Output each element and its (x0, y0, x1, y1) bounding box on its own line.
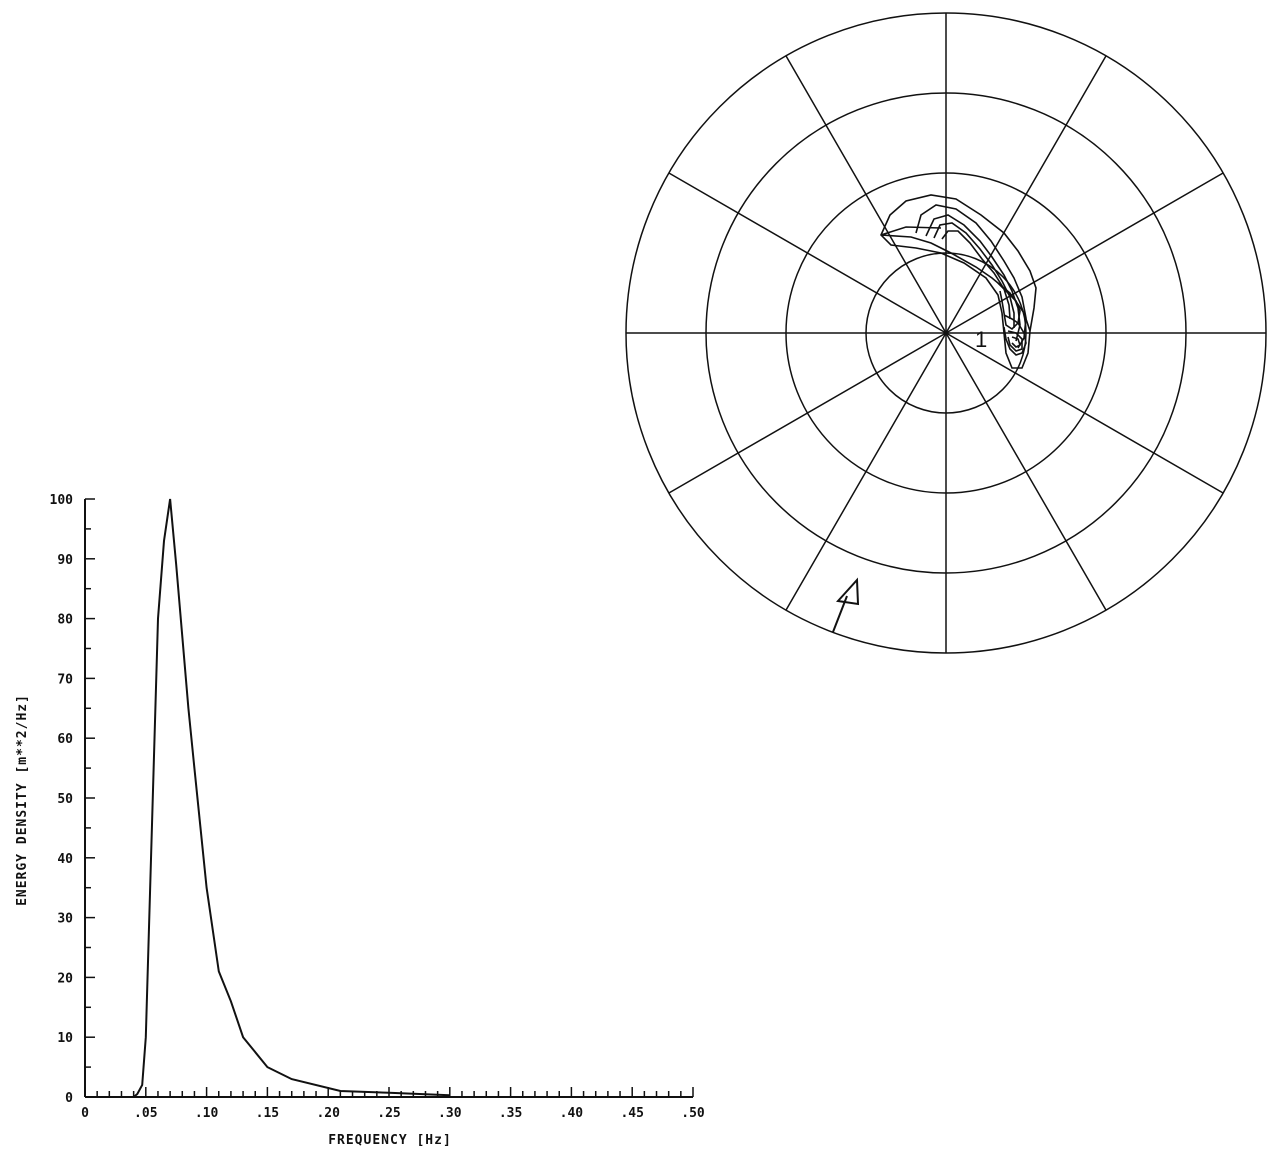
direction-arrow-icon (832, 577, 860, 633)
x-tick-label: 0 (81, 1106, 89, 1121)
polar-spoke (945, 332, 1224, 494)
polar-spoke (668, 332, 947, 494)
contour-label-1: 1 (975, 327, 987, 352)
energy-contour (880, 194, 1037, 369)
x-axis-title: FREQUENCY [Hz] (328, 1133, 452, 1148)
energy-contour (1011, 336, 1021, 348)
y-axis-title: ENERGY DENSITY [m**2/Hz] (15, 694, 30, 906)
polar-spokes (626, 13, 1266, 653)
energy-spectrum-chart: 0 10 20 30 40 50 60 70 80 90 100 0 .05 .10 .15 .20 .25.… (15, 493, 705, 1148)
x-tick-label: .50 (681, 1106, 705, 1121)
energy-contour (1007, 330, 1023, 352)
energy-contour (933, 222, 1015, 328)
y-tick-label: 60 (57, 732, 73, 747)
spectrum-series-line (132, 498, 450, 1098)
polar-spoke (785, 332, 947, 611)
x-tick-label: .10 (195, 1106, 219, 1121)
polar-spoke (785, 55, 947, 334)
polar-contours (880, 194, 1037, 369)
y-tick-labels: 0 10 20 30 40 50 60 70 80 90 100 (50, 493, 74, 1106)
y-tick-label: 30 (57, 912, 73, 927)
y-tick-label: 70 (57, 672, 73, 687)
x-tick-label: .25 (377, 1106, 400, 1121)
y-tick-label: 0 (65, 1091, 73, 1106)
energy-contour (941, 230, 1011, 320)
x-tick-label: .20 (316, 1106, 340, 1121)
x-tick-label: .45 (620, 1106, 643, 1121)
x-tick-label: .15 (256, 1106, 279, 1121)
x-tick-label: .30 (438, 1106, 462, 1121)
directional-polar-plot: 1 (625, 12, 1267, 654)
y-tick-label: 80 (57, 613, 73, 628)
polar-spoke (668, 172, 947, 334)
energy-contour (1003, 314, 1027, 356)
polar-spoke (945, 332, 1107, 611)
y-tick-label: 50 (57, 792, 73, 807)
y-tick-label: 40 (57, 852, 73, 867)
polar-spoke (945, 172, 1224, 334)
x-tick-labels: 0 .05 .10 .15 .20 .25 .30 .35 .40 .45 .50 (81, 1106, 705, 1121)
energy-contour (915, 204, 1027, 349)
x-tick-label: .40 (560, 1106, 584, 1121)
x-tick-label: .35 (499, 1106, 522, 1121)
polar-spoke (945, 55, 1107, 334)
y-ticks (85, 498, 95, 1098)
y-tick-label: 100 (50, 493, 74, 508)
y-tick-label: 10 (57, 1031, 73, 1046)
x-tick-label: .05 (134, 1106, 157, 1121)
y-tick-label: 20 (57, 971, 73, 986)
y-tick-label: 90 (57, 553, 73, 568)
energy-contour (925, 214, 1021, 342)
energy-contour (997, 282, 1021, 331)
